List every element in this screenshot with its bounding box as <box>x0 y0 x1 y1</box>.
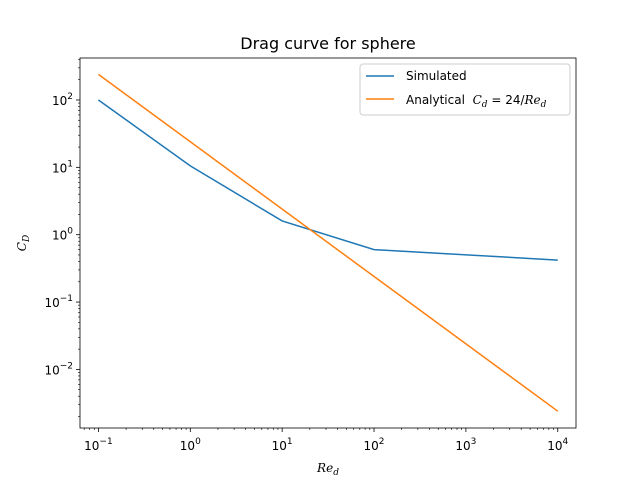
ticks-layer: 10−1 100 101 102 103 104 10−2 10−1 100 101 102 <box>44 59 569 453</box>
x-tick-label: 100 <box>180 437 201 453</box>
legend-analytical-mid: = 24/ <box>488 93 526 107</box>
legend-label-simulated: Simulated <box>406 69 467 83</box>
legend-analytical-prefix: Analytical <box>406 93 473 107</box>
chart-title: Drag curve for sphere <box>240 34 416 53</box>
y-tick-label: 100 <box>52 227 73 243</box>
x-tick-label: 103 <box>455 437 476 453</box>
y-axis-label-main: C <box>15 242 29 251</box>
x-tick-label: 104 <box>547 437 568 453</box>
y-tick-label: 102 <box>52 92 73 108</box>
y-tick-label: 10−2 <box>44 361 73 377</box>
legend-box <box>359 63 571 116</box>
x-tick-label: 102 <box>364 437 385 453</box>
legend-analytical-re: Re <box>524 93 541 107</box>
y-axis-label-sub: D <box>22 235 32 243</box>
plot-frame <box>79 57 577 429</box>
x-axis-label: Red <box>316 461 339 478</box>
series-line-simulated <box>97 99 558 261</box>
y-tick-label: 101 <box>52 159 73 175</box>
series-line-analytical <box>97 73 559 412</box>
x-axis-label-main: Re <box>316 461 333 475</box>
legend-analytical-re-sub: d <box>541 100 547 110</box>
series-layer <box>97 73 559 412</box>
legend-analytical-c-sub: d <box>482 100 488 110</box>
y-axis-label: CD <box>15 235 32 251</box>
x-axis-label-sub: d <box>333 468 339 478</box>
x-tick-label: 10−1 <box>84 437 113 453</box>
y-tick-label: 10−1 <box>44 294 73 310</box>
legend: Simulated Analytical Cd = 24/Red <box>359 63 571 116</box>
legend-label-analytical: Analytical Cd = 24/Red <box>406 93 547 110</box>
legend-analytical-c: C <box>473 93 482 107</box>
x-tick-label: 101 <box>272 437 293 453</box>
